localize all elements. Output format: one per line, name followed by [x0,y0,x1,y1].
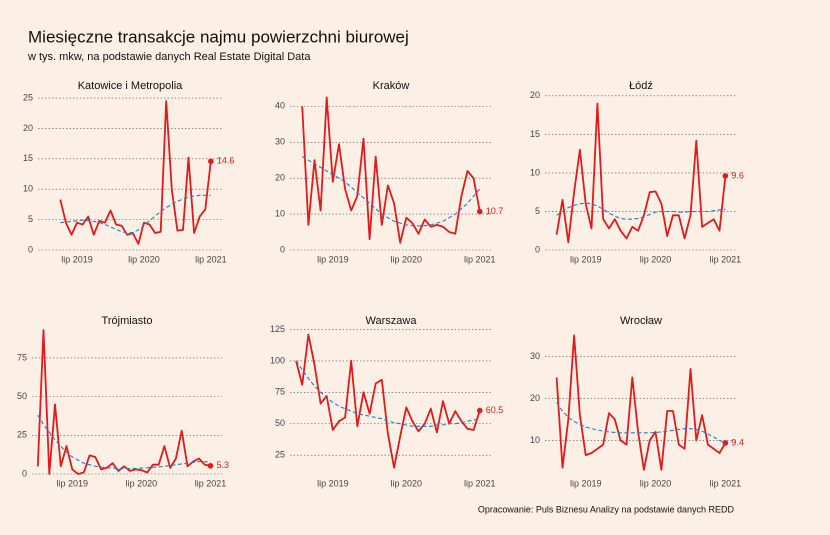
x-tick-label: lip 2021 [710,478,742,488]
y-tick-label: 15 [530,129,540,139]
data-line [37,414,211,470]
last-point [476,208,483,215]
y-tick-label: 50 [17,391,27,401]
y-tick-label: 20 [530,90,540,100]
y-tick-label: 10 [23,184,33,194]
y-tick-label: 5 [535,206,540,216]
y-tick-label: 40 [275,101,285,111]
y-tick-label: 20 [275,173,285,183]
chart-subtitle: w tys. mkw, na podstawie danych Real Est… [27,51,311,63]
last-point [722,173,729,179]
y-tick-label: 10 [530,435,540,445]
data-line [60,194,211,234]
data-line [555,102,727,244]
last-point [207,462,214,469]
y-tick-label: 10 [275,208,285,218]
data-line [36,329,211,475]
y-tick-label: 10 [530,167,540,177]
value-label: 5.3 [216,460,229,470]
x-tick-label: lip 2021 [710,254,742,264]
y-tick-label: 50 [275,418,285,428]
panel-title: Kraków [373,80,410,92]
x-tick-label: lip 2020 [391,254,423,264]
data-line [556,202,726,220]
panel-title: Trójmiasto [102,315,153,327]
source-note: Opracowanie: Puls Biznesu Analizy na pod… [478,504,735,514]
y-tick-label: 20 [530,393,540,403]
data-line [301,156,481,227]
y-tick-label: 0 [28,244,33,254]
value-label: 9.4 [731,437,744,447]
panel-title: Katowice i Metropolia [78,80,183,92]
last-point [476,407,483,414]
x-tick-label: lip 2021 [464,254,496,264]
data-line [295,360,480,427]
x-tick-label: lip 2019 [570,478,602,488]
y-tick-label: 0 [280,244,285,254]
x-tick-label: lip 2020 [640,254,672,264]
panel-title: Łódź [629,80,653,92]
panel-title: Warszawa [366,315,418,327]
y-tick-label: 15 [23,153,33,163]
x-tick-label: lip 2020 [391,478,423,488]
y-tick-label: 0 [22,468,27,478]
y-tick-label: 125 [270,324,285,334]
data-line [555,334,727,471]
y-tick-label: 75 [17,352,27,362]
x-tick-label: lip 2019 [57,478,89,488]
y-tick-label: 25 [23,92,33,102]
x-tick-label: lip 2019 [61,254,93,264]
data-line [295,333,481,469]
y-tick-label: 100 [270,355,285,365]
data-line [301,96,481,244]
y-tick-label: 0 [535,244,540,254]
data-line [59,100,212,245]
x-tick-label: lip 2021 [464,478,496,488]
value-label: 14.6 [217,156,235,166]
x-tick-label: lip 2021 [195,254,227,264]
y-tick-label: 20 [23,123,33,133]
x-tick-label: lip 2019 [317,254,349,264]
value-label: 60.5 [486,405,504,415]
y-tick-label: 75 [275,387,285,397]
x-tick-label: lip 2021 [195,478,227,488]
x-tick-label: lip 2020 [128,254,160,264]
x-tick-label: lip 2020 [126,478,158,488]
y-tick-label: 25 [17,430,27,440]
x-tick-label: lip 2019 [317,478,349,488]
value-label: 10.7 [486,206,504,216]
y-tick-label: 5 [28,214,33,224]
chart-title: Miesięczne transakcje najmu powierzchni … [28,27,409,46]
data-line [556,402,726,444]
panel-title: Wrocław [620,315,662,327]
value-label: 9.6 [731,170,744,180]
x-tick-label: lip 2020 [640,478,672,488]
y-tick-label: 30 [530,351,540,361]
x-tick-label: lip 2019 [570,254,602,264]
last-point [208,158,214,165]
y-tick-label: 30 [275,137,285,147]
y-tick-label: 25 [275,450,285,460]
